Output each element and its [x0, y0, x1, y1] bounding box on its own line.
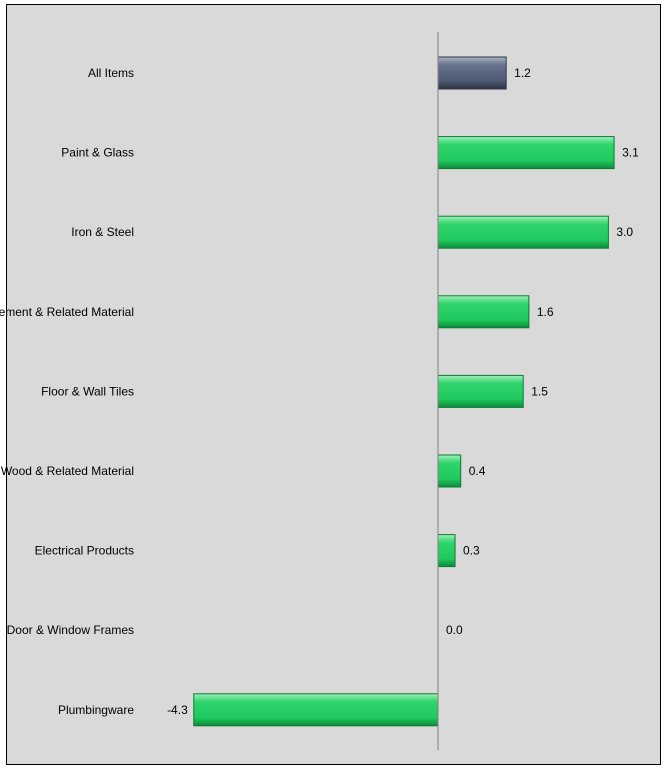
bar: [193, 693, 439, 727]
category-label: Iron & Steel: [71, 225, 134, 239]
category-label: Floor & Wall Tiles: [41, 384, 134, 398]
category-label: Wood & Related Material: [1, 464, 134, 478]
bar: [437, 534, 456, 568]
value-label: 0.4: [469, 464, 486, 478]
category-label: Electrical Products: [35, 544, 134, 558]
value-label: 1.2: [514, 66, 531, 80]
bar: [437, 136, 615, 170]
value-label: 1.6: [537, 305, 554, 319]
value-label: 0.0: [446, 623, 463, 637]
category-label: All Items: [88, 66, 134, 80]
category-label: Cement & Related Material: [0, 305, 134, 319]
bar-all-items: [437, 56, 507, 90]
chart-area: [6, 4, 661, 765]
category-label: Paint & Glass: [61, 146, 134, 160]
value-label: 0.3: [463, 544, 480, 558]
category-label: Plumbingware: [58, 703, 134, 717]
bar: [437, 215, 609, 249]
value-label: 3.0: [616, 225, 633, 239]
category-label: Door & Window Frames: [7, 623, 134, 637]
bar: [437, 454, 462, 488]
value-label: 3.1: [622, 146, 639, 160]
bar: [437, 295, 530, 329]
value-label: 1.5: [531, 384, 548, 398]
value-label: -4.3: [167, 703, 188, 717]
bar: [437, 374, 524, 408]
